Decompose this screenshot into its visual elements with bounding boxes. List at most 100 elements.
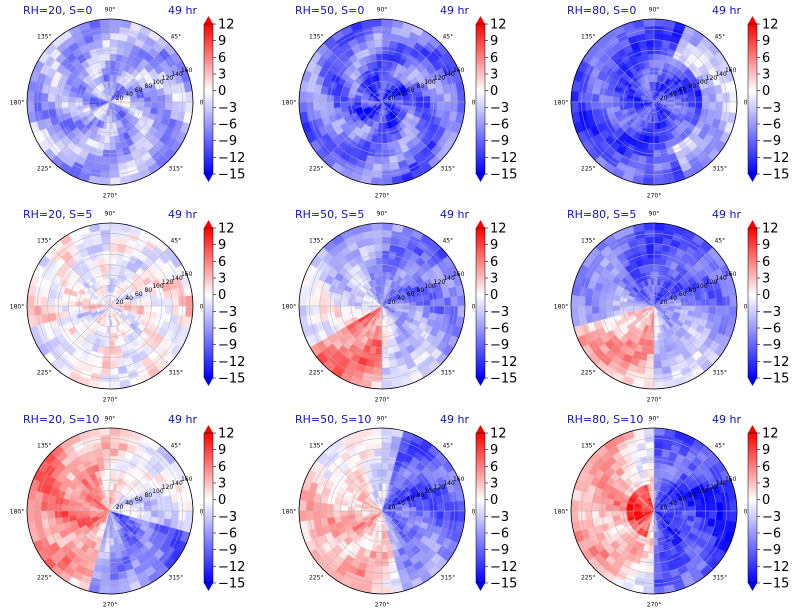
heatmap-cell [373, 243, 383, 252]
angle-tick-label: 180° [10, 304, 24, 311]
heatmap-cell [457, 101, 466, 114]
colorbar-tick-label: 9 [490, 34, 498, 49]
heatmap-cell [109, 264, 116, 272]
colorbar-tick-label: −12 [762, 151, 789, 166]
heatmap-cell [591, 305, 600, 315]
heatmap-cell [61, 299, 70, 307]
heatmap-cell [372, 236, 383, 245]
heatmap-cell [375, 551, 383, 560]
colorbar-tick-label: 0 [490, 84, 498, 99]
heatmap-cell [422, 101, 431, 109]
colorbar-tick-label: 6 [762, 255, 770, 270]
colorbar-gradient [204, 24, 213, 174]
colorbar-extend-min [204, 583, 213, 591]
polar-panel: 90°45°0°315°270°225°180°135°204060801001… [554, 4, 790, 200]
heatmap-cell [688, 101, 696, 108]
angular-gridline [51, 101, 111, 161]
heatmap-cell [372, 32, 383, 41]
heatmap-cell [164, 305, 173, 315]
colorbar-tick-label: 3 [218, 68, 226, 83]
heatmap-cell [584, 305, 593, 316]
heatmap-cell [436, 101, 445, 111]
heatmap-cell [375, 142, 383, 151]
colorbar-tick-label: 3 [490, 68, 498, 83]
heatmap-cell [104, 340, 111, 348]
heatmap-cell [98, 18, 111, 27]
colorbar-tick-label: −9 [762, 338, 781, 353]
angle-tick-label: 315° [169, 369, 183, 376]
angle-tick-label: 90° [377, 211, 388, 218]
radius-tick-label: 40 [669, 91, 677, 98]
polar-panel: 90°45°0°315°270°225°180°135°204060801001… [282, 208, 518, 404]
colorbar-tick-label: −3 [490, 305, 509, 320]
angle-tick-label: 180° [554, 304, 568, 311]
heatmap-cell [653, 60, 660, 68]
heatmap-cell [372, 572, 383, 581]
heatmap-cell [642, 222, 655, 231]
heatmap-cell [98, 381, 111, 390]
heatmap-cell [715, 101, 724, 112]
heatmap-cell [68, 505, 76, 512]
colorbar-tick-label: 3 [218, 272, 226, 287]
radius-tick-label: 160 [181, 67, 193, 74]
angular-gridline [109, 43, 169, 103]
colorbar-extend-max [204, 220, 213, 228]
angle-tick-label: 45° [714, 238, 725, 245]
heatmap-cell [416, 101, 424, 108]
colorbar-tick-label: 0 [218, 84, 226, 99]
colorbar-tick-label: −3 [762, 101, 781, 116]
colorbar-extend-min [748, 174, 757, 182]
colorbar-tick-label: 6 [490, 255, 498, 270]
angle-tick-label: 270° [103, 193, 117, 200]
heatmap-cell [647, 142, 655, 151]
heatmap-cell [103, 346, 111, 355]
panel-title: RH=80, S=0 [567, 4, 636, 17]
radius-tick-label: 40 [397, 91, 405, 98]
heatmap-cell [647, 346, 655, 355]
heatmap-cell [381, 565, 391, 574]
heatmap-cell [653, 53, 661, 62]
colorbar-tick-label: 9 [762, 34, 770, 49]
radius-tick-label: 20 [388, 299, 396, 306]
polar-panel: 90°45°0°315°270°225°180°135°204060801001… [554, 208, 790, 404]
heatmap-cell [381, 360, 391, 369]
heatmap-cell [164, 297, 173, 307]
heatmap-cell [185, 510, 194, 523]
heatmap-cell [370, 18, 383, 27]
heatmap-cell [312, 510, 321, 521]
heatmap-cell [109, 462, 117, 471]
heatmap-cell [381, 243, 391, 252]
colorbar-tick-label: −9 [218, 338, 237, 353]
heatmap-cell [109, 177, 122, 186]
heatmap-cell [26, 101, 35, 114]
heatmap-cell [47, 510, 56, 520]
angle-tick-label: 180° [282, 304, 296, 311]
panel-title: RH=80, S=5 [567, 208, 636, 221]
heatmap-cell [98, 177, 111, 186]
colorbar-tick-label: −15 [218, 168, 245, 183]
heatmap-cell [109, 427, 122, 436]
radius-tick-label: 60 [135, 291, 143, 298]
colorbar-tick-label: 0 [762, 288, 770, 303]
colorbar-tick-label: 6 [762, 51, 770, 66]
heatmap-cell [370, 177, 383, 186]
heatmap-cell [372, 163, 383, 172]
panel-time-label: 49 hr [440, 208, 469, 221]
heatmap-cell [68, 96, 76, 103]
heatmap-cell [708, 93, 717, 103]
radius-tick-label: 20 [388, 95, 396, 102]
heatmap-cell [570, 101, 579, 114]
radius-tick-label: 100 [152, 79, 164, 86]
polar-panel: 90°45°0°315°270°225°180°135°204060801001… [10, 413, 246, 609]
colorbar-tick-label: 0 [490, 288, 498, 303]
heatmap-cell [103, 551, 111, 560]
heatmap-cell [381, 32, 392, 41]
heatmap-cell [109, 39, 119, 48]
heatmap-cell [150, 510, 159, 518]
heatmap-cell [319, 510, 328, 520]
angle-tick-label: 225° [37, 369, 51, 376]
